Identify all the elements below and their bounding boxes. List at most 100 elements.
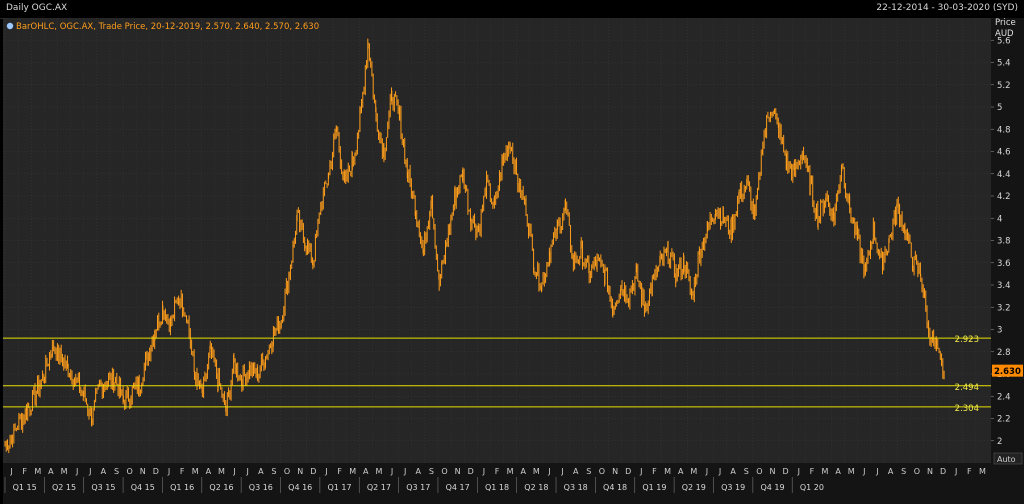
x-month-label: M	[192, 467, 199, 476]
x-month-label: F	[337, 467, 342, 476]
y-axis-price-label: Price	[995, 18, 1016, 28]
x-quarter-label: Q1 16	[170, 483, 194, 492]
x-month-label: J	[9, 467, 12, 476]
plot-area[interactable]	[3, 18, 991, 463]
x-month-label: M	[848, 467, 855, 476]
x-month-label: O	[756, 467, 762, 476]
date-range: 22-12-2014 - 30-03-2020 (SYD)	[876, 3, 1018, 13]
x-quarter-label: Q4 19	[760, 483, 784, 492]
x-month-label: A	[101, 467, 107, 476]
last-price-label: 2.630	[994, 367, 1021, 377]
x-month-label: J	[705, 467, 708, 476]
x-month-label: F	[22, 467, 27, 476]
last-price-box	[992, 364, 1023, 377]
x-month-label: J	[324, 467, 327, 476]
y-axis-currency-label: AUD	[995, 29, 1014, 39]
x-month-label: M	[690, 467, 697, 476]
x-month-label: A	[730, 467, 736, 476]
chart-title: Daily OGC.AX	[6, 3, 68, 13]
x-month-label: J	[560, 467, 563, 476]
y-axis: 22.22.42.62.833.23.43.63.844.24.44.64.85…	[991, 36, 1023, 447]
y-tick-label: 2.2	[997, 415, 1011, 425]
x-month-label: D	[940, 467, 946, 476]
x-quarter-label: Q2 19	[682, 483, 706, 492]
x-quarter-label: Q3 19	[721, 483, 745, 492]
x-month-label: N	[612, 467, 618, 476]
x-month-label: S	[429, 467, 434, 476]
x-quarter-label: Q1 15	[13, 483, 37, 492]
y-tick-label: 2.4	[997, 392, 1011, 402]
x-quarter-label: Q3 17	[406, 483, 430, 492]
x-quarter-label: Q4 16	[288, 483, 312, 492]
x-month-label: M	[664, 467, 671, 476]
x-axis-panel	[3, 463, 1024, 504]
x-month-label: N	[770, 467, 776, 476]
x-month-label: M	[533, 467, 540, 476]
y-tick-label: 4	[997, 214, 1002, 224]
x-month-label: D	[153, 467, 159, 476]
x-month-label: J	[246, 467, 249, 476]
x-quarter-label: Q3 18	[564, 483, 588, 492]
x-month-label: J	[547, 467, 550, 476]
y-tick-label: 4.2	[997, 192, 1011, 202]
y-tick-label: 2.8	[997, 348, 1011, 358]
legend-icon	[6, 22, 14, 30]
x-month-label: A	[206, 467, 212, 476]
x-month-label: M	[822, 467, 829, 476]
y-tick-label: 5	[997, 103, 1002, 113]
x-month-label: M	[979, 467, 986, 476]
y-tick-label: 4.4	[997, 170, 1011, 180]
x-month-label: D	[783, 467, 789, 476]
x-month-label: N	[140, 467, 146, 476]
y-tick-label: 5.2	[997, 81, 1011, 91]
x-month-label: O	[284, 467, 290, 476]
legend: BarOHLC, OGC.AX, Trade Price, 20-12-2019…	[6, 22, 319, 32]
x-month-label: J	[875, 467, 878, 476]
grid	[3, 18, 991, 463]
y-tick-label: 3.6	[997, 259, 1011, 269]
x-quarter-label: Q1 19	[642, 483, 666, 492]
x-month-label: A	[363, 467, 369, 476]
x-month-label: S	[901, 467, 906, 476]
x-month-label: J	[167, 467, 170, 476]
x-month-label: N	[455, 467, 461, 476]
x-month-label: D	[310, 467, 316, 476]
x-month-label: D	[625, 467, 631, 476]
auto-scale-label: Auto	[997, 455, 1016, 464]
x-month-label: M	[218, 467, 225, 476]
legend-text: BarOHLC, OGC.AX, Trade Price, 20-12-2019…	[16, 22, 319, 32]
x-month-label: F	[180, 467, 185, 476]
x-month-label: S	[586, 467, 591, 476]
x-month-label: J	[75, 467, 78, 476]
x-month-label: F	[495, 467, 500, 476]
auto-scale-button[interactable]	[993, 452, 1023, 465]
x-month-label: A	[520, 467, 526, 476]
x-month-label: M	[507, 467, 514, 476]
x-month-label: S	[744, 467, 749, 476]
x-month-label: A	[888, 467, 894, 476]
x-quarter-label: Q3 15	[91, 483, 115, 492]
x-quarter-label: Q1 17	[328, 483, 352, 492]
horizontal-line-label: 2.304	[955, 404, 979, 414]
x-quarter-label: Q2 17	[367, 483, 391, 492]
x-month-label: M	[61, 467, 68, 476]
x-month-label: J	[797, 467, 800, 476]
x-quarter-label: Q2 16	[209, 483, 233, 492]
x-month-label: O	[599, 467, 605, 476]
x-month-label: A	[48, 467, 54, 476]
x-month-label: O	[441, 467, 447, 476]
x-month-label: D	[468, 467, 474, 476]
x-month-label: N	[297, 467, 303, 476]
x-month-label: A	[573, 467, 579, 476]
x-month-label: S	[271, 467, 276, 476]
x-quarter-label: Q3 16	[249, 483, 273, 492]
horizontal-line-label: 2.494	[955, 383, 979, 393]
title-bar: Daily OGC.AX 22-12-2014 - 30-03-2020 (SY…	[0, 0, 1024, 19]
x-quarter-label: Q1 18	[485, 483, 509, 492]
x-month-label: N	[927, 467, 933, 476]
x-month-label: F	[652, 467, 657, 476]
x-quarter-label: Q4 15	[131, 483, 155, 492]
x-month-label: S	[114, 467, 119, 476]
